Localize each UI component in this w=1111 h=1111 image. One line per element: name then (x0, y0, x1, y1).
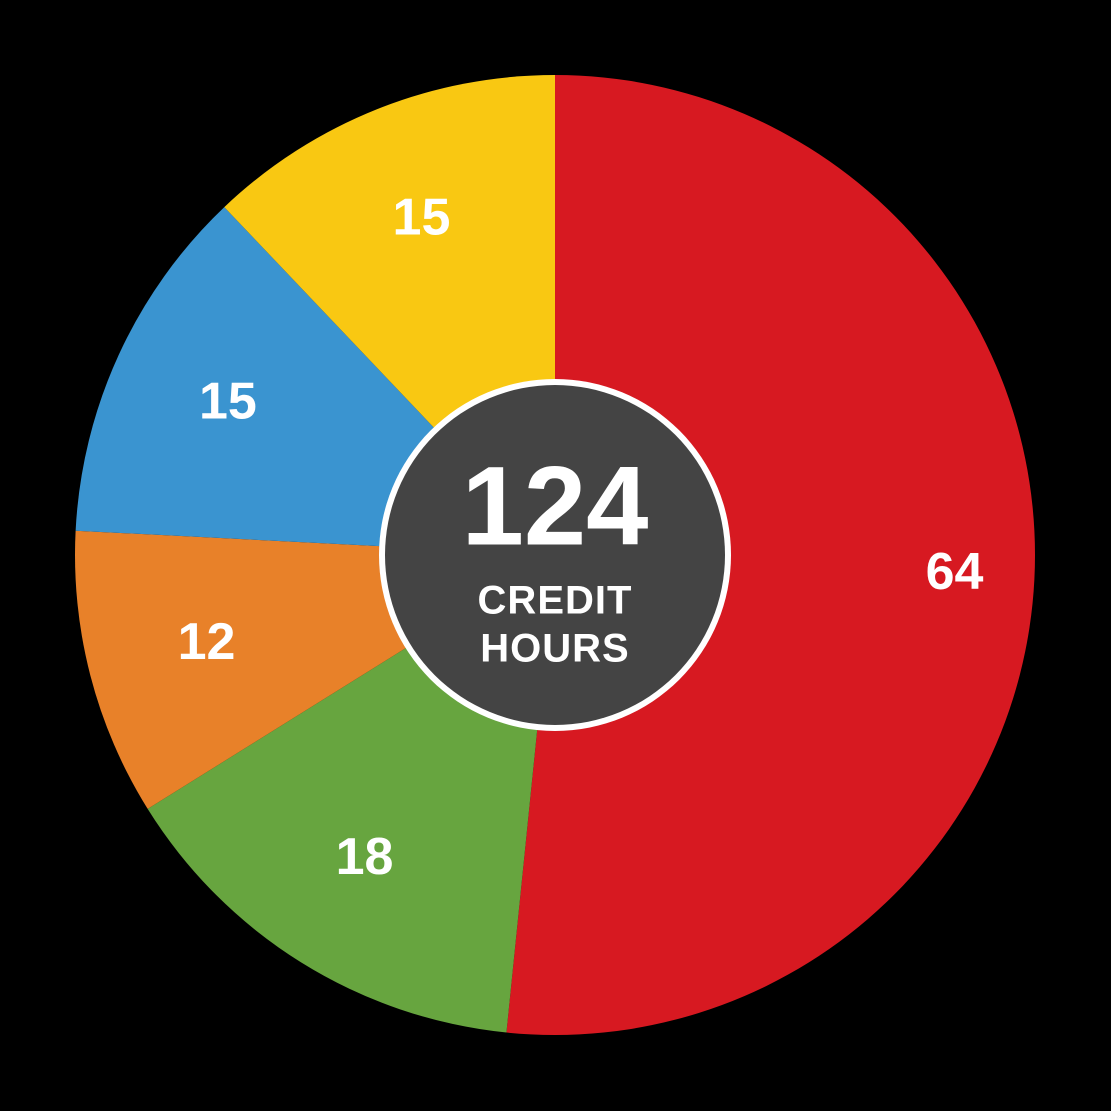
pie-slice-label-3: 15 (199, 372, 257, 430)
pie-slice-label-1: 18 (336, 828, 394, 886)
center-sub-line1: CREDIT (478, 579, 633, 623)
credit-hours-pie-chart: 64 18 12 15 15 124 CREDITHOURS (0, 0, 1111, 1111)
pie-slice-label-2: 12 (178, 613, 236, 671)
pie-svg: 64 18 12 15 15 124 CREDITHOURS (0, 0, 1111, 1111)
center-sub-line2: HOURS (480, 627, 629, 671)
center-total-number: 124 (462, 444, 649, 569)
pie-slice-label-0: 64 (926, 543, 984, 601)
pie-slice-label-4: 15 (393, 188, 451, 246)
